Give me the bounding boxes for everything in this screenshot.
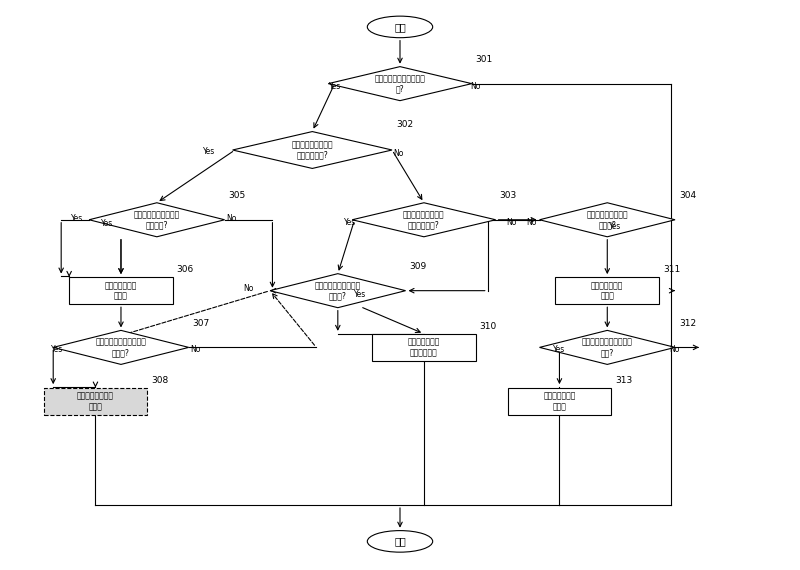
Text: No: No bbox=[226, 214, 236, 222]
Text: Yes: Yes bbox=[609, 222, 622, 230]
Text: 永磁同步电机组
投切并: 永磁同步电机组 投切并 bbox=[105, 281, 137, 300]
Text: 是否达到感应异步电机并
动率?: 是否达到感应异步电机并 动率? bbox=[582, 337, 633, 357]
Text: 结束: 结束 bbox=[394, 536, 406, 547]
Polygon shape bbox=[352, 203, 496, 237]
Text: 开始: 开始 bbox=[394, 22, 406, 32]
Text: Yes: Yes bbox=[51, 345, 63, 353]
Text: 310: 310 bbox=[480, 322, 497, 331]
Ellipse shape bbox=[367, 531, 433, 552]
FancyBboxPatch shape bbox=[508, 388, 611, 415]
FancyBboxPatch shape bbox=[44, 388, 147, 415]
FancyBboxPatch shape bbox=[555, 277, 659, 304]
Ellipse shape bbox=[367, 16, 433, 38]
Text: 是否能启动永磁同步
发电机?: 是否能启动永磁同步 发电机? bbox=[586, 210, 628, 230]
Polygon shape bbox=[54, 331, 189, 364]
Polygon shape bbox=[539, 203, 675, 237]
Text: Yes: Yes bbox=[345, 218, 357, 227]
Polygon shape bbox=[539, 331, 675, 364]
Text: No: No bbox=[470, 82, 481, 91]
Text: No: No bbox=[394, 149, 403, 158]
Text: No: No bbox=[190, 345, 201, 353]
Text: 永磁同步电机回
动、方向采择: 永磁同步电机回 动、方向采择 bbox=[408, 337, 440, 357]
Polygon shape bbox=[270, 274, 406, 308]
Text: No: No bbox=[243, 284, 254, 294]
Text: 313: 313 bbox=[615, 376, 633, 385]
Text: 311: 311 bbox=[663, 265, 680, 274]
Text: 是否具备永磁同步电机
控制装置?: 是否具备永磁同步电机 控制装置? bbox=[134, 210, 180, 230]
Text: 307: 307 bbox=[193, 319, 210, 328]
Text: No: No bbox=[526, 218, 537, 227]
Text: 301: 301 bbox=[476, 55, 493, 64]
Text: 机组是否处于发电运行状
态?: 机组是否处于发电运行状 态? bbox=[374, 74, 426, 93]
Text: 永磁同步电机并
激配率: 永磁同步电机并 激配率 bbox=[591, 281, 623, 300]
FancyBboxPatch shape bbox=[372, 334, 476, 361]
Text: Yes: Yes bbox=[554, 345, 566, 353]
Text: 309: 309 bbox=[410, 262, 427, 271]
Text: Yes: Yes bbox=[101, 219, 113, 228]
Text: No: No bbox=[669, 345, 679, 353]
FancyBboxPatch shape bbox=[69, 277, 173, 304]
Text: 305: 305 bbox=[229, 191, 246, 200]
Text: 308: 308 bbox=[151, 376, 169, 385]
Text: 是否达到感应异步电机并
网转速?: 是否达到感应异步电机并 网转速? bbox=[95, 337, 146, 357]
Text: 302: 302 bbox=[396, 120, 413, 129]
Text: No: No bbox=[506, 218, 517, 227]
Text: 是否有永磁同步电机
正在发电运行?: 是否有永磁同步电机 正在发电运行? bbox=[291, 140, 333, 160]
Text: Yes: Yes bbox=[354, 290, 366, 299]
Text: 调控感应电机实现
网优先: 调控感应电机实现 网优先 bbox=[77, 392, 114, 411]
Text: 303: 303 bbox=[500, 191, 517, 200]
Polygon shape bbox=[328, 67, 472, 101]
Text: 接续异步电机低
频定序: 接续异步电机低 频定序 bbox=[543, 392, 576, 411]
Text: 312: 312 bbox=[679, 319, 696, 328]
Text: Yes: Yes bbox=[329, 82, 341, 91]
Polygon shape bbox=[89, 203, 225, 237]
Polygon shape bbox=[233, 132, 392, 169]
Text: Yes: Yes bbox=[202, 147, 214, 156]
Text: 304: 304 bbox=[679, 191, 696, 200]
Text: 306: 306 bbox=[177, 265, 194, 274]
Text: 是否达到永磁同步机组
动态率?: 是否达到永磁同步机组 动态率? bbox=[314, 281, 361, 300]
Text: Yes: Yes bbox=[71, 214, 83, 222]
Text: 是否有感应异步电机
正在发电运行?: 是否有感应异步电机 正在发电运行? bbox=[403, 210, 445, 230]
